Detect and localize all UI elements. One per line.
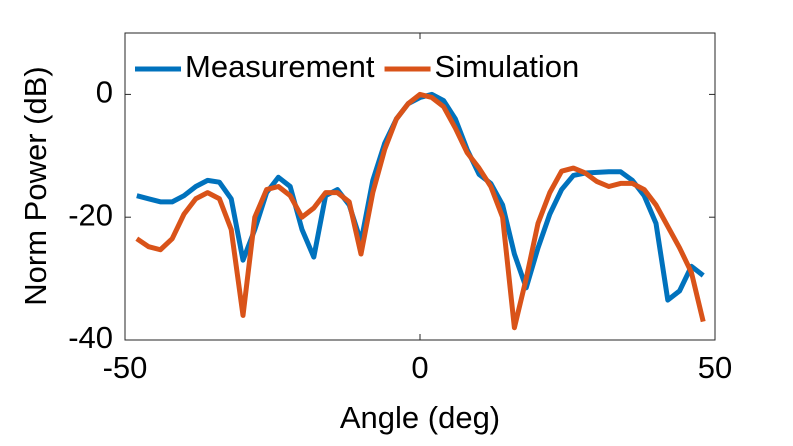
x-tick-label: 0 — [411, 350, 428, 385]
series-line — [135, 91, 706, 331]
y-axis-label: Norm Power (dB) — [18, 66, 53, 305]
y-tick-label: -20 — [68, 197, 113, 232]
y-tick-label: 0 — [96, 75, 113, 110]
x-tick-label: -50 — [103, 350, 148, 385]
x-axis-label: Angle (deg) — [340, 400, 500, 435]
x-tick-label: 50 — [698, 350, 732, 385]
legend-label: Measurement — [185, 49, 375, 84]
series-line — [136, 91, 705, 303]
y-tick-label: -40 — [68, 320, 113, 355]
legend-label: Simulation — [435, 49, 580, 84]
